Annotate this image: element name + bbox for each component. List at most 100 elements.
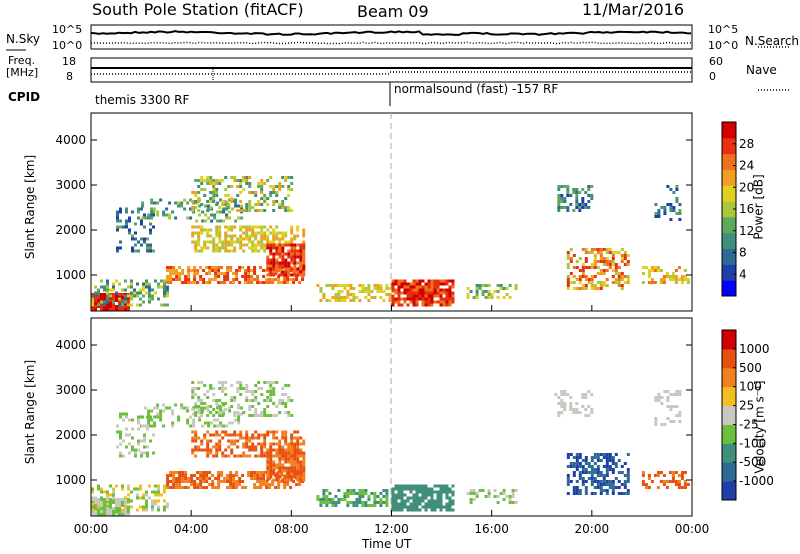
echo-cell: [355, 498, 359, 501]
echo-cell: [280, 281, 284, 284]
echo-cell: [226, 266, 230, 269]
echo-cell: [193, 474, 197, 477]
echo-cell: [367, 290, 371, 293]
echo-cell: [340, 290, 344, 293]
echo-cell: [200, 179, 204, 182]
echo-cell: [263, 243, 267, 247]
echo-cell: [222, 409, 226, 413]
echo-cell: [260, 442, 264, 446]
echo-cell: [284, 206, 288, 209]
echo-cell: [247, 272, 251, 275]
echo-cell: [228, 210, 232, 214]
echo-cell: [112, 510, 115, 513]
echo-cell: [245, 237, 249, 241]
echo-cell: [641, 474, 645, 477]
echo-cell: [209, 451, 213, 455]
echo-cell: [289, 278, 293, 281]
echo-cell: [216, 210, 220, 214]
echo-cell: [269, 246, 273, 250]
echo-cell: [566, 393, 570, 396]
echo-cell: [190, 281, 194, 284]
echo-cell: [209, 433, 213, 437]
echo-cell: [187, 477, 191, 480]
echo-cell: [100, 507, 103, 510]
echo-cell: [272, 442, 276, 446]
echo-cell: [284, 436, 288, 440]
echo-cell: [427, 502, 431, 506]
echo-cell: [196, 281, 200, 284]
echo-cell: [602, 284, 606, 287]
echo-cell: [194, 225, 198, 229]
echo-cell: [406, 505, 410, 509]
echo-cell: [218, 439, 222, 443]
echo-cell: [358, 492, 362, 495]
echo-cell: [493, 290, 497, 293]
echo-cell: [269, 430, 273, 434]
echo-cell: [394, 297, 398, 301]
echo-cell: [599, 260, 603, 263]
echo-cell: [469, 492, 473, 495]
echo-cell: [269, 185, 273, 188]
echo-cell: [275, 414, 279, 417]
echo-cell: [672, 405, 676, 408]
echo-cell: [266, 240, 270, 244]
echo-cell: [349, 287, 353, 290]
echo-cell: [278, 249, 282, 253]
echo-cell: [206, 390, 210, 393]
echo-cell: [620, 248, 624, 251]
echo-cell: [650, 281, 654, 284]
echo-cell: [125, 225, 128, 229]
echo-cell: [206, 231, 210, 235]
echo-cell: [118, 510, 121, 513]
echo-cell: [590, 248, 594, 251]
echo-cell: [572, 408, 576, 411]
echo-cell: [245, 399, 249, 402]
echo-cell: [200, 439, 204, 443]
echo-cell: [290, 252, 294, 256]
echo-cell: [269, 460, 273, 464]
echo-cell: [148, 291, 151, 295]
echo-cell: [593, 492, 597, 495]
echo-cell: [217, 471, 221, 474]
echo-cell: [137, 418, 140, 422]
echo-cell: [614, 453, 618, 456]
echo-cell: [118, 303, 121, 307]
echo-cell: [244, 278, 248, 281]
echo-cell: [200, 448, 204, 452]
echo-cell: [358, 501, 362, 504]
echo-cell: [233, 433, 237, 437]
echo-cell: [236, 381, 240, 384]
echo-cell: [228, 421, 232, 425]
echo-cell: [475, 284, 479, 287]
echo-cell: [608, 465, 612, 468]
echo-cell: [593, 468, 597, 471]
date-label: 11/Mar/2016: [582, 0, 685, 19]
echo-cell: [569, 402, 573, 405]
echo-cell: [251, 399, 255, 402]
echo-cell: [224, 234, 228, 238]
echo-cell: [278, 469, 282, 473]
echo-cell: [223, 480, 227, 483]
echo-cell: [436, 496, 440, 500]
echo-cell: [254, 249, 258, 253]
echo-cell: [257, 240, 261, 244]
echo-cell: [112, 513, 115, 516]
echo-cell: [605, 489, 609, 492]
echo-cell: [272, 261, 276, 265]
echo-cell: [119, 246, 122, 250]
echo-cell: [439, 502, 443, 506]
echo-cell: [278, 252, 282, 256]
echo-cell: [251, 249, 255, 253]
echo-cell: [436, 505, 440, 509]
echo-cell: [152, 433, 155, 437]
y-tick-label: 2000: [55, 428, 86, 442]
echo-cell: [229, 483, 233, 486]
echo-cell: [150, 201, 154, 205]
echo-cell: [584, 396, 588, 399]
echo-cell: [493, 495, 497, 498]
echo-cell: [346, 290, 350, 293]
echo-cell: [328, 299, 332, 302]
echo-cell: [199, 471, 203, 474]
echo-cell: [248, 176, 252, 179]
echo-cell: [281, 454, 285, 458]
